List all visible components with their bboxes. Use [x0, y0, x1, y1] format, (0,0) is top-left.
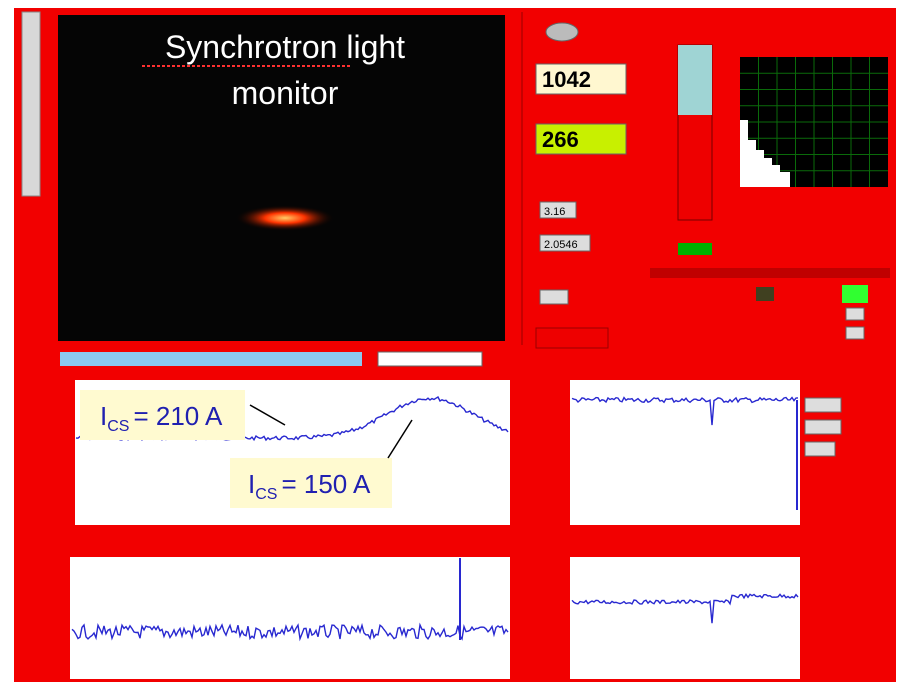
readout-box — [805, 420, 841, 434]
image-title: Synchrotron light — [165, 29, 405, 65]
status-bar — [60, 352, 362, 366]
button[interactable] — [846, 308, 864, 320]
readout-secondary: 2.0546 — [544, 239, 578, 251]
readout-sigma-y: 266 — [542, 127, 579, 152]
beam-spot — [235, 205, 335, 231]
page: Synchrotron light monitor 1042 266 3.16 … — [0, 0, 904, 686]
button[interactable] — [846, 327, 864, 339]
readout-sigma-x: 1042 — [542, 67, 591, 92]
screen: Synchrotron light monitor 1042 266 3.16 … — [0, 0, 904, 686]
toggle[interactable] — [546, 23, 578, 41]
led — [756, 287, 774, 301]
plot-area — [70, 557, 510, 679]
button[interactable] — [805, 442, 835, 456]
toolbar[interactable] — [22, 12, 40, 196]
readout-ratio: 3.16 — [544, 206, 565, 218]
image-title: monitor — [232, 75, 339, 111]
plot-area — [570, 557, 800, 679]
slider[interactable] — [650, 268, 890, 278]
readout-box — [805, 398, 841, 412]
gauge-fill — [678, 45, 712, 115]
indicator — [678, 243, 712, 255]
plot-area — [570, 380, 800, 525]
numeric-input[interactable] — [540, 290, 568, 304]
dropdown[interactable] — [378, 352, 482, 366]
led — [842, 285, 868, 303]
button[interactable] — [536, 328, 608, 348]
